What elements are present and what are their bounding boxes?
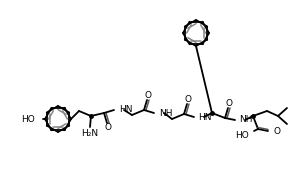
Text: HO: HO <box>235 132 249 140</box>
Text: HN: HN <box>198 113 211 121</box>
Text: NH: NH <box>239 115 252 125</box>
Text: O: O <box>184 94 191 104</box>
Text: O: O <box>144 90 152 100</box>
Text: O: O <box>104 123 112 132</box>
Text: HO: HO <box>21 115 35 123</box>
Text: HN: HN <box>119 104 132 113</box>
Text: H₂N: H₂N <box>81 129 99 138</box>
Text: O: O <box>225 98 233 108</box>
Text: NH: NH <box>159 108 173 117</box>
Text: O: O <box>273 127 280 136</box>
